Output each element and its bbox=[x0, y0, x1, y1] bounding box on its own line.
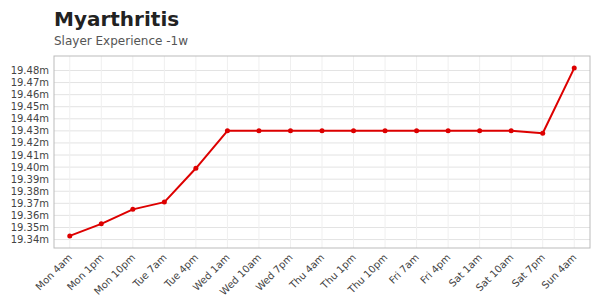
series bbox=[67, 66, 576, 239]
y-tick-label: 19.48m bbox=[11, 65, 49, 76]
grid-line bbox=[290, 56, 291, 248]
y-tick-label: 19.41m bbox=[11, 150, 49, 161]
grid-line bbox=[448, 56, 449, 248]
grid-line bbox=[164, 56, 165, 248]
y-tick-label: 19.46m bbox=[11, 89, 49, 100]
point bbox=[540, 131, 545, 136]
y-tick-label: 19.45m bbox=[11, 101, 49, 112]
y-tick-label: 19.38m bbox=[11, 186, 49, 197]
x-tick-label: Mon 10pm bbox=[92, 252, 137, 297]
grid-line bbox=[574, 56, 575, 248]
y-tick-label: 19.37m bbox=[11, 198, 49, 209]
y-tick-label: 19.47m bbox=[11, 77, 49, 88]
plot-frame bbox=[54, 56, 590, 248]
x-axis: Mon 4amMon 1pmMon 10pmTue 7amTue 4pmWed … bbox=[34, 252, 579, 298]
point bbox=[446, 128, 451, 133]
grid bbox=[54, 56, 590, 248]
chart: MyarthritisSlayer Experience -1w19.34m19… bbox=[0, 0, 600, 300]
y-tick-label: 19.40m bbox=[11, 162, 49, 173]
point bbox=[383, 128, 388, 133]
y-tick-label: 19.42m bbox=[11, 137, 49, 148]
grid-line bbox=[69, 56, 70, 248]
x-tick-label: Tue 7am bbox=[130, 252, 169, 291]
y-tick-label: 19.35m bbox=[11, 222, 49, 233]
x-tick-label: Wed 7pm bbox=[254, 252, 295, 293]
grid-line bbox=[353, 56, 354, 248]
subtitle: Slayer Experience -1w bbox=[54, 34, 188, 48]
y-tick-label: 19.44m bbox=[11, 113, 49, 124]
point bbox=[256, 128, 261, 133]
point bbox=[288, 128, 293, 133]
point bbox=[477, 128, 482, 133]
grid-line bbox=[479, 56, 480, 248]
grid-line bbox=[101, 56, 102, 248]
y-axis: 19.34m19.35m19.36m19.37m19.38m19.39m19.4… bbox=[11, 65, 49, 245]
grid-line bbox=[227, 56, 228, 248]
point bbox=[67, 233, 72, 238]
grid-line bbox=[511, 56, 512, 248]
x-tick-label: Fri 7am bbox=[387, 252, 421, 286]
grid-line bbox=[258, 56, 259, 248]
point bbox=[320, 128, 325, 133]
point bbox=[99, 221, 104, 226]
point bbox=[351, 128, 356, 133]
point bbox=[193, 166, 198, 171]
point bbox=[509, 128, 514, 133]
point bbox=[414, 128, 419, 133]
title: Myarthritis bbox=[54, 7, 179, 31]
grid-line bbox=[385, 56, 386, 248]
point bbox=[225, 128, 230, 133]
point bbox=[572, 66, 577, 71]
grid-line bbox=[542, 56, 543, 248]
y-tick-label: 19.34m bbox=[11, 234, 49, 245]
point bbox=[162, 200, 167, 205]
grid-line bbox=[416, 56, 417, 248]
chart-container: MyarthritisSlayer Experience -1w19.34m19… bbox=[0, 0, 600, 300]
y-tick-label: 19.43m bbox=[11, 125, 49, 136]
grid-line bbox=[322, 56, 323, 248]
grid-line bbox=[132, 56, 133, 248]
x-tick-label: Sun 4am bbox=[539, 252, 578, 291]
y-tick-label: 19.39m bbox=[11, 174, 49, 185]
y-tick-label: 19.36m bbox=[11, 210, 49, 221]
point bbox=[130, 207, 135, 212]
x-tick-label: Wed 10am bbox=[218, 252, 264, 298]
x-tick-label: Sat 10am bbox=[474, 252, 516, 294]
line bbox=[70, 68, 574, 236]
x-tick-label: Thu 10pm bbox=[345, 252, 389, 296]
grid-line bbox=[195, 56, 196, 248]
